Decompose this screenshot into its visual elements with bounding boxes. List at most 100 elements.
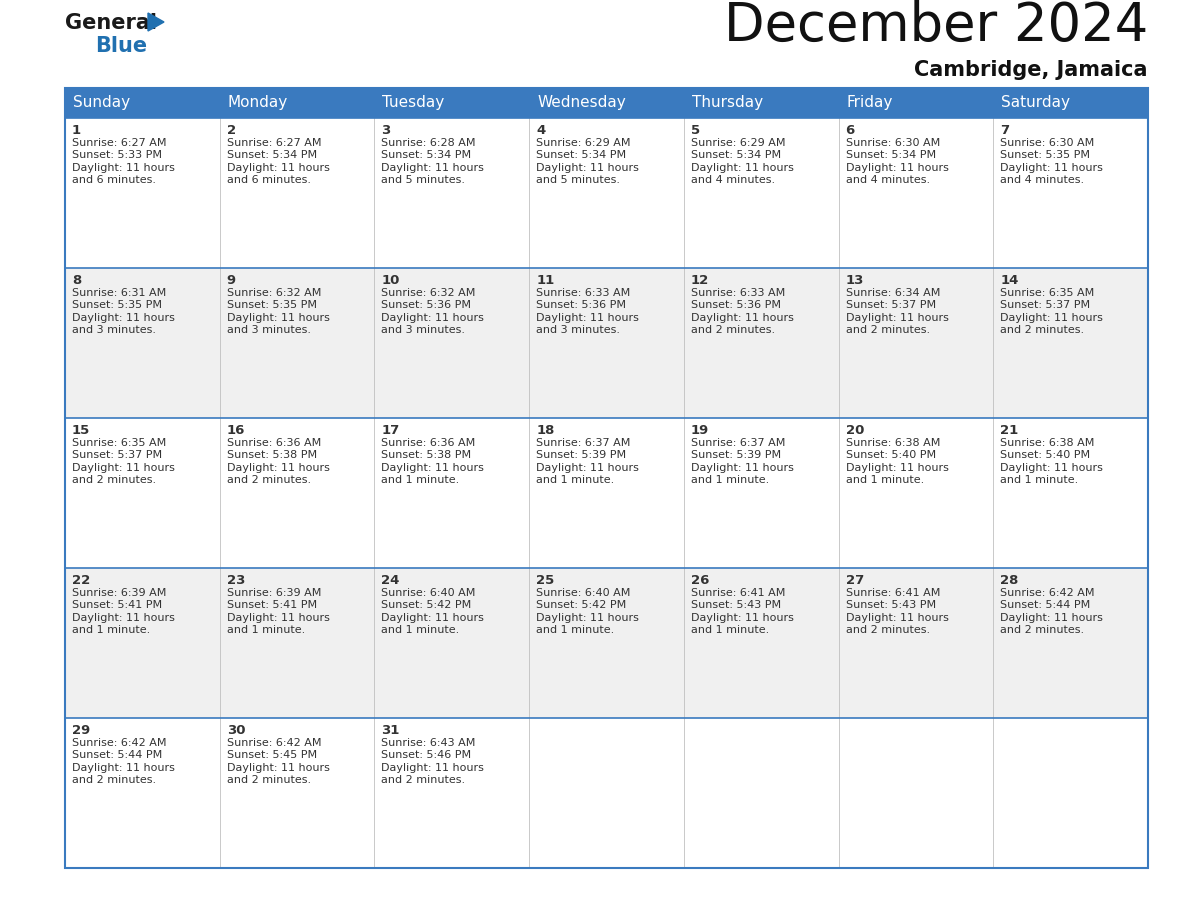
Bar <box>529 88 684 118</box>
Bar <box>374 418 529 568</box>
Text: 1: 1 <box>72 124 81 137</box>
Text: 3: 3 <box>381 124 391 137</box>
Text: 17: 17 <box>381 424 399 437</box>
Text: General: General <box>65 13 157 33</box>
Text: Sunrise: 6:35 AM
Sunset: 5:37 PM
Daylight: 11 hours
and 2 minutes.: Sunrise: 6:35 AM Sunset: 5:37 PM Dayligh… <box>1000 288 1104 335</box>
Bar <box>529 118 684 268</box>
Bar <box>65 118 220 268</box>
Text: Sunrise: 6:42 AM
Sunset: 5:44 PM
Daylight: 11 hours
and 2 minutes.: Sunrise: 6:42 AM Sunset: 5:44 PM Dayligh… <box>1000 588 1104 635</box>
Text: Sunrise: 6:40 AM
Sunset: 5:42 PM
Daylight: 11 hours
and 1 minute.: Sunrise: 6:40 AM Sunset: 5:42 PM Dayligh… <box>536 588 639 635</box>
Bar <box>993 568 1148 718</box>
Text: Sunrise: 6:36 AM
Sunset: 5:38 PM
Daylight: 11 hours
and 2 minutes.: Sunrise: 6:36 AM Sunset: 5:38 PM Dayligh… <box>227 438 329 486</box>
Text: Blue: Blue <box>95 36 147 56</box>
Bar <box>993 418 1148 568</box>
Text: 14: 14 <box>1000 274 1018 287</box>
Text: 21: 21 <box>1000 424 1018 437</box>
Text: 12: 12 <box>691 274 709 287</box>
Text: 27: 27 <box>846 574 864 587</box>
Text: Cambridge, Jamaica: Cambridge, Jamaica <box>915 60 1148 80</box>
Text: Sunrise: 6:42 AM
Sunset: 5:44 PM
Daylight: 11 hours
and 2 minutes.: Sunrise: 6:42 AM Sunset: 5:44 PM Dayligh… <box>72 738 175 785</box>
Bar <box>684 718 839 868</box>
Bar <box>684 118 839 268</box>
Bar <box>65 418 220 568</box>
Bar <box>993 118 1148 268</box>
Text: 26: 26 <box>691 574 709 587</box>
Bar <box>374 568 529 718</box>
Text: 9: 9 <box>227 274 236 287</box>
Text: December 2024: December 2024 <box>723 0 1148 52</box>
Bar <box>374 268 529 418</box>
Text: Sunrise: 6:30 AM
Sunset: 5:35 PM
Daylight: 11 hours
and 4 minutes.: Sunrise: 6:30 AM Sunset: 5:35 PM Dayligh… <box>1000 138 1104 185</box>
Text: 8: 8 <box>72 274 81 287</box>
Bar <box>65 568 220 718</box>
Bar <box>529 268 684 418</box>
Bar <box>220 88 374 118</box>
Text: Sunrise: 6:31 AM
Sunset: 5:35 PM
Daylight: 11 hours
and 3 minutes.: Sunrise: 6:31 AM Sunset: 5:35 PM Dayligh… <box>72 288 175 335</box>
Bar <box>839 568 993 718</box>
Text: 2: 2 <box>227 124 236 137</box>
Bar <box>529 718 684 868</box>
Text: 4: 4 <box>536 124 545 137</box>
Text: 22: 22 <box>72 574 90 587</box>
Bar <box>684 88 839 118</box>
Text: Monday: Monday <box>228 95 287 110</box>
Polygon shape <box>148 13 164 31</box>
Text: 15: 15 <box>72 424 90 437</box>
Text: Sunrise: 6:28 AM
Sunset: 5:34 PM
Daylight: 11 hours
and 5 minutes.: Sunrise: 6:28 AM Sunset: 5:34 PM Dayligh… <box>381 138 485 185</box>
Text: 13: 13 <box>846 274 864 287</box>
Bar <box>65 718 220 868</box>
Bar <box>839 88 993 118</box>
Text: Sunrise: 6:37 AM
Sunset: 5:39 PM
Daylight: 11 hours
and 1 minute.: Sunrise: 6:37 AM Sunset: 5:39 PM Dayligh… <box>536 438 639 486</box>
Bar <box>65 88 220 118</box>
Text: Sunrise: 6:40 AM
Sunset: 5:42 PM
Daylight: 11 hours
and 1 minute.: Sunrise: 6:40 AM Sunset: 5:42 PM Dayligh… <box>381 588 485 635</box>
Text: Saturday: Saturday <box>1001 95 1070 110</box>
Bar <box>993 88 1148 118</box>
Text: 29: 29 <box>72 724 90 737</box>
Text: Friday: Friday <box>847 95 893 110</box>
Text: Sunday: Sunday <box>72 95 131 110</box>
Bar <box>374 118 529 268</box>
Bar <box>374 88 529 118</box>
Bar <box>839 418 993 568</box>
Text: Sunrise: 6:36 AM
Sunset: 5:38 PM
Daylight: 11 hours
and 1 minute.: Sunrise: 6:36 AM Sunset: 5:38 PM Dayligh… <box>381 438 485 486</box>
Bar <box>684 568 839 718</box>
Bar <box>220 718 374 868</box>
Text: 25: 25 <box>536 574 555 587</box>
Bar <box>839 268 993 418</box>
Text: Sunrise: 6:37 AM
Sunset: 5:39 PM
Daylight: 11 hours
and 1 minute.: Sunrise: 6:37 AM Sunset: 5:39 PM Dayligh… <box>691 438 794 486</box>
Text: Sunrise: 6:41 AM
Sunset: 5:43 PM
Daylight: 11 hours
and 2 minutes.: Sunrise: 6:41 AM Sunset: 5:43 PM Dayligh… <box>846 588 948 635</box>
Text: 23: 23 <box>227 574 245 587</box>
Text: Sunrise: 6:41 AM
Sunset: 5:43 PM
Daylight: 11 hours
and 1 minute.: Sunrise: 6:41 AM Sunset: 5:43 PM Dayligh… <box>691 588 794 635</box>
Text: Tuesday: Tuesday <box>383 95 444 110</box>
Text: 10: 10 <box>381 274 400 287</box>
Text: Sunrise: 6:30 AM
Sunset: 5:34 PM
Daylight: 11 hours
and 4 minutes.: Sunrise: 6:30 AM Sunset: 5:34 PM Dayligh… <box>846 138 948 185</box>
Bar <box>993 718 1148 868</box>
Text: 31: 31 <box>381 724 400 737</box>
Text: Sunrise: 6:29 AM
Sunset: 5:34 PM
Daylight: 11 hours
and 5 minutes.: Sunrise: 6:29 AM Sunset: 5:34 PM Dayligh… <box>536 138 639 185</box>
Text: 18: 18 <box>536 424 555 437</box>
Bar <box>529 418 684 568</box>
Bar <box>374 718 529 868</box>
Bar <box>65 268 220 418</box>
Text: Sunrise: 6:33 AM
Sunset: 5:36 PM
Daylight: 11 hours
and 3 minutes.: Sunrise: 6:33 AM Sunset: 5:36 PM Dayligh… <box>536 288 639 335</box>
Text: Sunrise: 6:39 AM
Sunset: 5:41 PM
Daylight: 11 hours
and 1 minute.: Sunrise: 6:39 AM Sunset: 5:41 PM Dayligh… <box>227 588 329 635</box>
Text: Sunrise: 6:34 AM
Sunset: 5:37 PM
Daylight: 11 hours
and 2 minutes.: Sunrise: 6:34 AM Sunset: 5:37 PM Dayligh… <box>846 288 948 335</box>
Bar <box>529 568 684 718</box>
Text: Sunrise: 6:32 AM
Sunset: 5:36 PM
Daylight: 11 hours
and 3 minutes.: Sunrise: 6:32 AM Sunset: 5:36 PM Dayligh… <box>381 288 485 335</box>
Text: Sunrise: 6:43 AM
Sunset: 5:46 PM
Daylight: 11 hours
and 2 minutes.: Sunrise: 6:43 AM Sunset: 5:46 PM Dayligh… <box>381 738 485 785</box>
Text: 6: 6 <box>846 124 855 137</box>
Text: Sunrise: 6:33 AM
Sunset: 5:36 PM
Daylight: 11 hours
and 2 minutes.: Sunrise: 6:33 AM Sunset: 5:36 PM Dayligh… <box>691 288 794 335</box>
Text: 19: 19 <box>691 424 709 437</box>
Text: Sunrise: 6:27 AM
Sunset: 5:34 PM
Daylight: 11 hours
and 6 minutes.: Sunrise: 6:27 AM Sunset: 5:34 PM Dayligh… <box>227 138 329 185</box>
Text: Sunrise: 6:38 AM
Sunset: 5:40 PM
Daylight: 11 hours
and 1 minute.: Sunrise: 6:38 AM Sunset: 5:40 PM Dayligh… <box>846 438 948 486</box>
Bar <box>684 418 839 568</box>
Bar <box>839 118 993 268</box>
Text: Sunrise: 6:35 AM
Sunset: 5:37 PM
Daylight: 11 hours
and 2 minutes.: Sunrise: 6:35 AM Sunset: 5:37 PM Dayligh… <box>72 438 175 486</box>
Text: 7: 7 <box>1000 124 1010 137</box>
Bar <box>65 88 1148 868</box>
Text: 5: 5 <box>691 124 700 137</box>
Bar <box>220 418 374 568</box>
Bar <box>220 568 374 718</box>
Text: 30: 30 <box>227 724 245 737</box>
Bar <box>220 118 374 268</box>
